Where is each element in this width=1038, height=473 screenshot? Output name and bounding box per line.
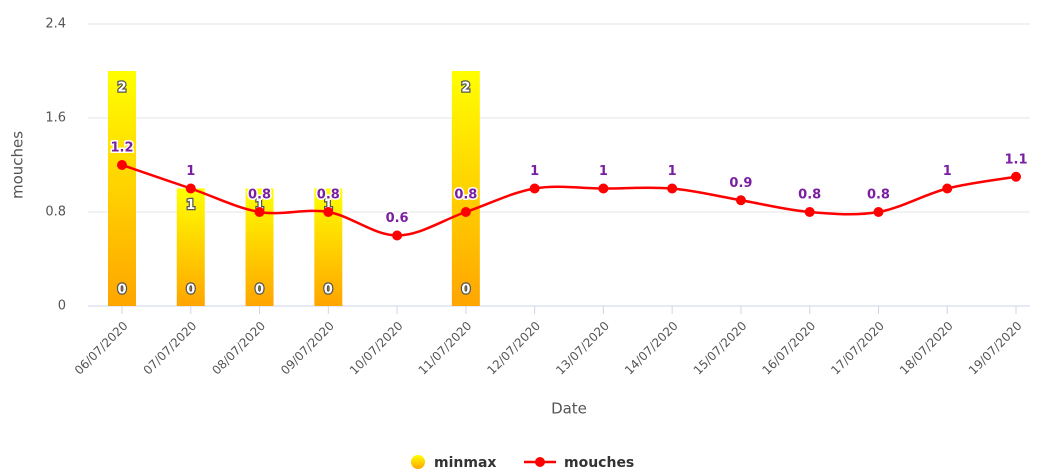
range-bar <box>176 188 205 306</box>
data-label: 0 <box>255 283 264 298</box>
y-tick-label: 0.8 <box>45 205 66 220</box>
x-tick-label: 18/07/2020 <box>897 319 956 378</box>
point <box>185 183 196 194</box>
x-tick-label: 19/07/2020 <box>966 319 1025 378</box>
data-label: 1 <box>943 164 952 179</box>
x-axis-title: Date <box>551 400 587 418</box>
x-tick-label: 17/07/2020 <box>828 319 887 378</box>
y-axis-title: mouches <box>9 131 27 199</box>
data-label: 0 <box>461 283 470 298</box>
data-label: 0.8 <box>317 188 340 203</box>
legend-symbol <box>535 457 545 467</box>
x-tick-label: 15/07/2020 <box>691 319 750 378</box>
point <box>942 183 953 194</box>
legend: minmax mouches <box>411 455 634 471</box>
legend-label: mouches <box>564 455 634 471</box>
data-label: 0 <box>117 283 126 298</box>
data-label: 0 <box>324 283 333 298</box>
data-label: 1 <box>530 164 539 179</box>
x-tick-label: 16/07/2020 <box>759 319 818 378</box>
point <box>735 195 746 206</box>
line <box>121 163 1017 237</box>
data-label: 0.8 <box>867 188 890 203</box>
data-label: 1 <box>186 164 195 179</box>
y-tick-label: 1.6 <box>45 111 66 126</box>
data-label: 0 <box>186 283 195 298</box>
point <box>873 207 884 217</box>
data-label: 0.9 <box>729 176 752 191</box>
x-tick-label: 10/07/2020 <box>347 319 406 378</box>
data-label: 1 <box>668 164 677 179</box>
x-tick-label: 07/07/2020 <box>141 319 200 378</box>
legend-symbol <box>411 455 425 469</box>
x-tick-label: 09/07/2020 <box>278 319 337 378</box>
x-tick-label: 11/07/2020 <box>416 319 475 378</box>
data-label: 0.8 <box>454 188 477 203</box>
point <box>254 207 265 217</box>
data-label: 1 <box>599 164 608 179</box>
point <box>117 160 127 170</box>
point <box>1011 171 1022 182</box>
y-tick-label: 2.4 <box>45 17 66 32</box>
data-label: 1 <box>324 198 333 213</box>
data-label: 1 <box>186 198 195 213</box>
point <box>529 183 540 194</box>
x-tick-label: 13/07/2020 <box>553 319 612 378</box>
data-label: 2 <box>461 81 470 96</box>
data-label: 0.8 <box>798 188 821 203</box>
x-tick-label: 14/07/2020 <box>622 319 681 378</box>
point <box>460 207 471 217</box>
point <box>804 207 815 217</box>
range-bar <box>108 71 136 306</box>
x-tick-label: 08/07/2020 <box>209 319 268 378</box>
legend-label: minmax <box>434 455 496 471</box>
data-label: 0.8 <box>248 188 271 203</box>
point <box>598 183 609 194</box>
x-tick-label: 12/07/2020 <box>484 319 543 378</box>
point <box>323 207 334 217</box>
range-bar <box>451 71 480 306</box>
data-label: 1.2 <box>110 141 133 156</box>
data-label: 1.1 <box>1004 152 1027 167</box>
data-label: 0.6 <box>386 211 409 226</box>
data-label: 1 <box>255 198 264 213</box>
y-tick-label: 0 <box>58 299 66 314</box>
point <box>392 230 403 241</box>
point <box>667 183 678 194</box>
data-label: 2 <box>117 81 126 96</box>
x-tick-label: 06/07/2020 <box>72 319 131 378</box>
